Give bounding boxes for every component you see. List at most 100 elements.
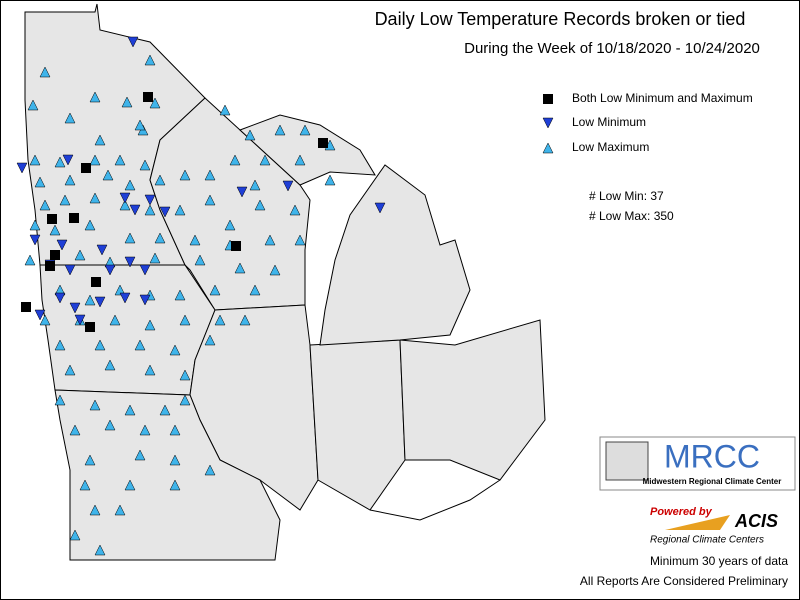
- low-minimum-marker: [129, 204, 141, 216]
- states: [24, 3, 546, 561]
- iowa: [39, 264, 216, 396]
- low-maximum-marker: [74, 249, 86, 261]
- michigan-lower: [319, 164, 471, 346]
- low-minimum-marker: [119, 192, 131, 204]
- logo-map: [605, 441, 649, 481]
- low-maximum-marker: [89, 504, 101, 516]
- low-maximum-marker: [94, 544, 106, 556]
- low-maximum-marker: [174, 204, 186, 216]
- low-maximum-marker: [204, 169, 216, 181]
- low-minimum-marker: [282, 180, 294, 192]
- low-maximum-marker: [149, 252, 161, 264]
- footer-note: All Reports Are Considered Preliminary: [580, 574, 788, 588]
- low-maximum-marker: [89, 192, 101, 204]
- low-minimum-marker: [74, 314, 86, 326]
- low-maximum-marker: [119, 199, 131, 211]
- low-maximum-marker: [194, 254, 206, 266]
- both-marker: [50, 250, 60, 260]
- low-maximum-marker: [34, 176, 46, 188]
- low-minimum-marker: [159, 206, 171, 218]
- low-maximum-marker: [114, 504, 126, 516]
- low-minimum-marker: [96, 244, 108, 256]
- acis-logo: Powered by ACIS Regional Climate Centers: [650, 506, 778, 546]
- low-maximum-marker: [139, 159, 151, 171]
- low-maximum-marker: [269, 264, 281, 276]
- low-maximum-marker: [214, 314, 226, 326]
- low-maximum-marker: [109, 314, 121, 326]
- low-maximum-marker: [64, 112, 76, 124]
- both-marker: [318, 138, 328, 148]
- low-maximum-marker: [124, 232, 136, 244]
- low-maximum-marker: [79, 479, 91, 491]
- low-minimum-marker: [119, 292, 131, 304]
- low-maximum-marker: [114, 154, 126, 166]
- low-maximum-marker: [154, 232, 166, 244]
- low-maximum-marker: [209, 284, 221, 296]
- legend-square: [543, 94, 553, 104]
- low-maximum-marker: [64, 174, 76, 186]
- low-minimum-marker: [34, 309, 46, 321]
- mrcc-logo: MRCC Midwestern Regional Climate Center: [599, 436, 796, 491]
- station-markers: [16, 36, 386, 556]
- low-minimum-marker: [144, 194, 156, 206]
- low-minimum-marker: [139, 294, 151, 306]
- low-maximum-marker: [39, 66, 51, 78]
- kentucky-border: [369, 479, 501, 521]
- low-maximum-marker: [259, 154, 271, 166]
- low-maximum-marker: [54, 156, 66, 168]
- powered-by: Powered by: [650, 506, 713, 518]
- low-maximum-marker: [169, 454, 181, 466]
- low-maximum-marker: [289, 204, 301, 216]
- missouri: [54, 389, 281, 561]
- low-maximum-marker: [104, 359, 116, 371]
- low-maximum-marker: [84, 294, 96, 306]
- low-maximum-marker: [264, 234, 276, 246]
- low-minimum-marker: [62, 154, 74, 166]
- both-marker: [231, 241, 241, 251]
- low-minimum-marker: [236, 186, 248, 198]
- low-maximum-marker: [294, 154, 306, 166]
- low-maximum-marker: [189, 234, 201, 246]
- low-minimum-marker: [69, 302, 81, 314]
- low-maximum-marker: [124, 404, 136, 416]
- legend-down-triangle: [542, 117, 554, 129]
- low-maximum-marker: [234, 262, 246, 274]
- low-maximum-marker: [134, 339, 146, 351]
- both-marker: [45, 261, 55, 271]
- low-maximum-marker: [89, 399, 101, 411]
- low-maximum-marker: [121, 96, 133, 108]
- low-maximum-marker: [54, 339, 66, 351]
- logo-text: MRCC: [664, 438, 760, 474]
- both-marker: [81, 163, 91, 173]
- low-maximum-marker: [134, 119, 146, 131]
- low-maximum-marker: [179, 169, 191, 181]
- subtitle: During the Week of 10/18/2020 - 10/24/20…: [464, 40, 760, 57]
- low-maximum-marker: [139, 424, 151, 436]
- both-marker: [69, 213, 79, 223]
- rcc: Regional Climate Centers: [650, 535, 764, 546]
- low-maximum-marker: [69, 529, 81, 541]
- low-maximum-marker: [254, 199, 266, 211]
- low-maximum-marker: [204, 334, 216, 346]
- low-maximum-marker: [179, 314, 191, 326]
- low-maximum-marker: [84, 219, 96, 231]
- low-maximum-marker: [219, 104, 231, 116]
- low-maximum-marker: [59, 194, 71, 206]
- low-maximum-marker: [124, 179, 136, 191]
- low-minimum-marker: [16, 162, 28, 174]
- low-maximum-marker: [144, 319, 156, 331]
- low-maximum-marker: [27, 99, 39, 111]
- both-marker: [21, 302, 31, 312]
- legend-label: Low Minimum: [572, 115, 646, 129]
- low-maximum-marker: [294, 234, 306, 246]
- legend-label: Both Low Minimum and Maximum: [572, 91, 753, 105]
- low-maximum-marker: [179, 394, 191, 406]
- low-minimum-marker: [104, 264, 116, 276]
- footer-note: Minimum 30 years of data: [650, 554, 788, 568]
- low-minimum-marker: [54, 292, 66, 304]
- low-maximum-marker: [29, 219, 41, 231]
- low-maximum-marker: [229, 154, 241, 166]
- both-marker: [47, 214, 57, 224]
- low-maximum-marker: [149, 97, 161, 109]
- count: # Low Min: 37: [589, 189, 664, 203]
